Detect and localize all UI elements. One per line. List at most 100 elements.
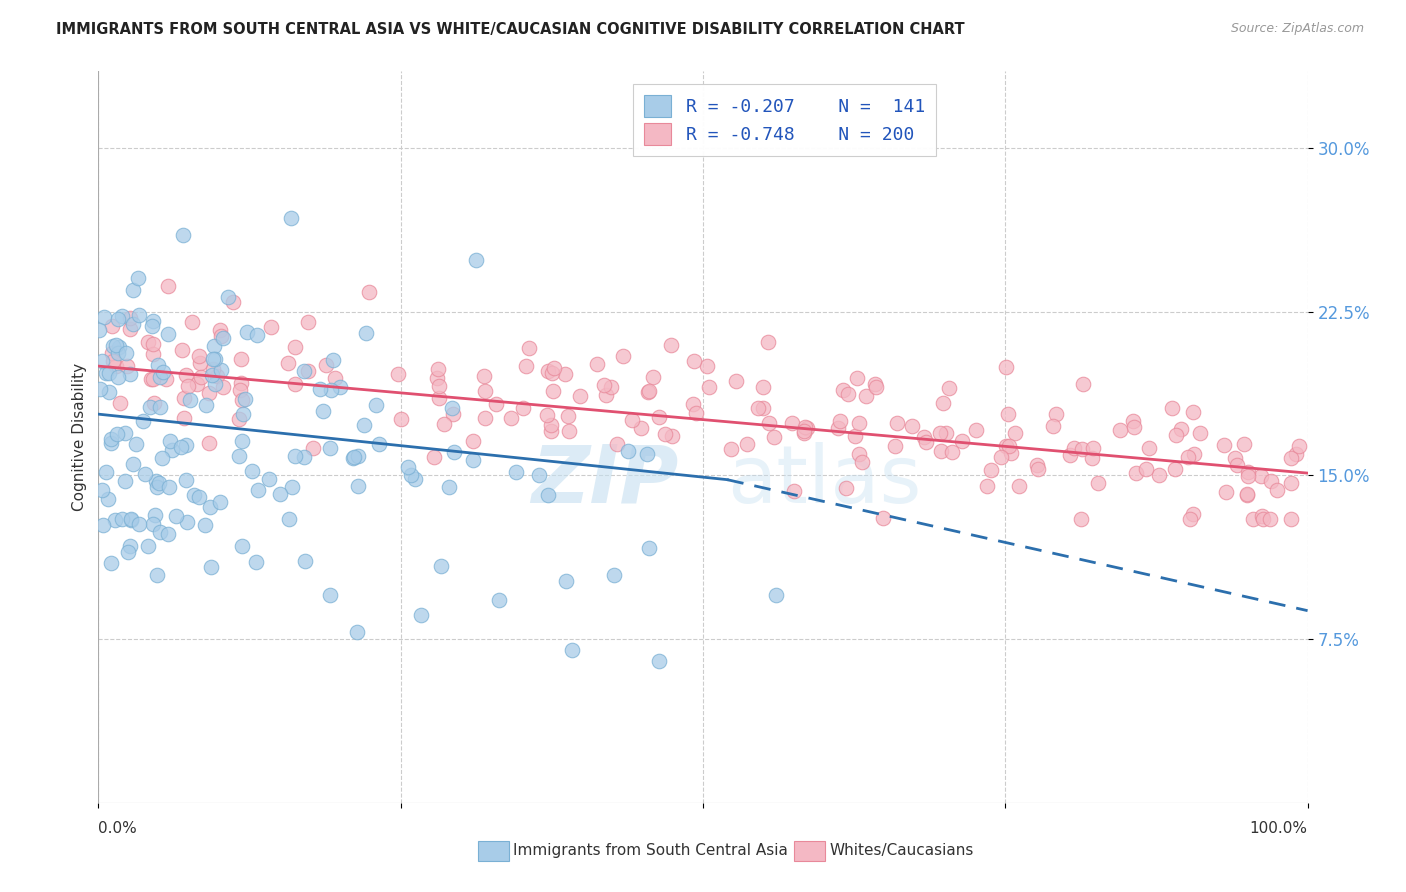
Point bbox=[315, 358, 337, 372]
Point bbox=[512, 401, 534, 415]
Text: IMMIGRANTS FROM SOUTH CENTRAL ASIA VS WHITE/CAUCASIAN COGNITIVE DISABILITY CORRE: IMMIGRANTS FROM SOUTH CENTRAL ASIA VS WH… bbox=[56, 22, 965, 37]
Point bbox=[848, 447, 870, 461]
Point bbox=[149, 369, 172, 384]
Point bbox=[346, 625, 368, 640]
Point bbox=[430, 558, 453, 573]
Point bbox=[342, 451, 364, 466]
Point bbox=[201, 362, 224, 376]
Point bbox=[94, 465, 117, 479]
Point bbox=[1008, 478, 1031, 492]
Point bbox=[139, 372, 162, 386]
Point bbox=[160, 442, 183, 457]
Point bbox=[472, 369, 495, 384]
Point bbox=[145, 474, 167, 488]
Point bbox=[101, 319, 124, 334]
Point bbox=[200, 560, 222, 574]
Point bbox=[292, 450, 315, 464]
Point bbox=[1160, 401, 1182, 416]
Point bbox=[855, 389, 877, 403]
Point bbox=[1137, 441, 1160, 455]
Point bbox=[100, 436, 122, 450]
Point bbox=[638, 384, 661, 398]
Point bbox=[389, 412, 412, 426]
Point bbox=[1260, 512, 1282, 526]
Point bbox=[1170, 421, 1192, 435]
Point bbox=[197, 386, 219, 401]
Point bbox=[105, 338, 128, 352]
Point bbox=[132, 414, 155, 428]
Point bbox=[257, 472, 280, 486]
Point bbox=[938, 381, 960, 395]
Point bbox=[433, 417, 456, 432]
Point bbox=[294, 554, 316, 568]
Point bbox=[848, 416, 870, 430]
Point bbox=[474, 410, 496, 425]
Point bbox=[747, 401, 769, 415]
Point bbox=[107, 311, 129, 326]
Point bbox=[176, 368, 198, 382]
Point bbox=[464, 252, 486, 267]
Point bbox=[515, 359, 537, 373]
Point bbox=[174, 473, 197, 487]
Point bbox=[554, 574, 576, 588]
Point bbox=[111, 310, 134, 324]
Point bbox=[517, 341, 540, 355]
Point bbox=[1164, 427, 1187, 442]
Point bbox=[1004, 426, 1026, 441]
Point bbox=[756, 334, 779, 349]
Point bbox=[176, 379, 198, 393]
Point bbox=[426, 371, 449, 385]
Text: Whites/Caucasians: Whites/Caucasians bbox=[830, 844, 974, 858]
Point bbox=[91, 353, 114, 368]
Point bbox=[931, 396, 953, 410]
Point bbox=[188, 356, 211, 370]
Point bbox=[245, 555, 267, 569]
Point bbox=[536, 409, 558, 423]
Point bbox=[794, 419, 817, 434]
Point bbox=[100, 346, 122, 360]
Point bbox=[146, 479, 169, 493]
Point bbox=[1081, 441, 1104, 455]
Point bbox=[928, 426, 950, 441]
Point bbox=[187, 491, 209, 505]
Point bbox=[980, 463, 1002, 477]
Point bbox=[136, 539, 159, 553]
Point bbox=[205, 368, 228, 383]
Point bbox=[89, 323, 111, 337]
Point bbox=[202, 339, 225, 353]
Point bbox=[1281, 476, 1303, 491]
Point bbox=[142, 372, 165, 386]
Point bbox=[97, 366, 120, 380]
Point bbox=[146, 358, 169, 372]
Point bbox=[347, 479, 370, 493]
Point bbox=[229, 383, 252, 397]
Point bbox=[437, 480, 460, 494]
Point bbox=[1182, 447, 1205, 461]
Point bbox=[145, 508, 167, 523]
Point bbox=[630, 421, 652, 435]
Point bbox=[228, 449, 250, 463]
Point bbox=[835, 481, 858, 495]
Point bbox=[1149, 468, 1171, 483]
Point bbox=[246, 483, 269, 497]
Point bbox=[100, 432, 122, 446]
Point bbox=[636, 447, 658, 461]
Point bbox=[172, 343, 194, 357]
Point bbox=[174, 438, 197, 452]
Point bbox=[94, 367, 117, 381]
Point bbox=[368, 437, 391, 451]
Point bbox=[593, 378, 616, 392]
Point bbox=[783, 484, 806, 499]
Point bbox=[209, 495, 232, 509]
Point bbox=[399, 468, 422, 483]
Point bbox=[1225, 451, 1247, 466]
Point bbox=[190, 369, 212, 384]
Point bbox=[101, 353, 124, 368]
Point bbox=[149, 524, 172, 539]
Point bbox=[661, 429, 683, 443]
Point bbox=[142, 347, 165, 361]
Point bbox=[231, 539, 253, 553]
Point bbox=[188, 349, 211, 363]
Point bbox=[1071, 442, 1094, 457]
Point bbox=[128, 308, 150, 322]
